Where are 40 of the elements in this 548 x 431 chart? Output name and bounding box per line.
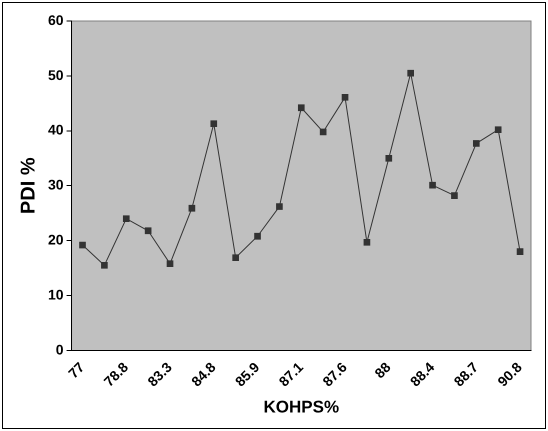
point	[407, 70, 414, 76]
x-axis-title: KOHPS%	[263, 397, 340, 416]
x-tick-label: 88.4	[406, 358, 438, 390]
point	[320, 128, 326, 136]
point	[254, 232, 261, 240]
y-tick-label: 40	[48, 122, 64, 138]
point	[276, 203, 283, 210]
point	[188, 204, 196, 212]
y-tick-label: 10	[48, 286, 64, 302]
point	[494, 126, 502, 134]
y-tick-label: 20	[48, 231, 64, 248]
x-tick-label: 84.8	[188, 358, 219, 390]
point	[101, 262, 108, 269]
point	[429, 182, 436, 189]
x-tick-label: 90.8	[494, 358, 526, 390]
point	[516, 248, 524, 255]
point	[122, 215, 130, 222]
x-tick-label: 87.1	[276, 358, 306, 390]
point	[144, 227, 152, 234]
point	[232, 254, 239, 261]
point	[472, 140, 480, 147]
point	[451, 192, 458, 199]
x-tick-label: 77	[65, 358, 88, 382]
point	[210, 120, 218, 128]
point	[298, 104, 305, 112]
x-tick-label: 87.6	[319, 358, 350, 390]
point	[385, 154, 392, 162]
y-axis-title: PDI %	[18, 157, 40, 214]
x-tick-label: 88	[371, 358, 394, 382]
point	[364, 238, 370, 246]
x-tick-label: 85.9	[232, 358, 263, 390]
y-tick-label: 60	[48, 12, 64, 28]
x-tick-label: 78.8	[100, 358, 132, 390]
y-tick-label: 0	[56, 341, 64, 358]
point	[166, 260, 174, 268]
point	[79, 242, 86, 248]
x-tick-label: 83.3	[144, 358, 176, 390]
y-tick-label: 30	[48, 176, 64, 193]
point	[342, 94, 348, 101]
y-tick-label: 50	[48, 66, 64, 83]
